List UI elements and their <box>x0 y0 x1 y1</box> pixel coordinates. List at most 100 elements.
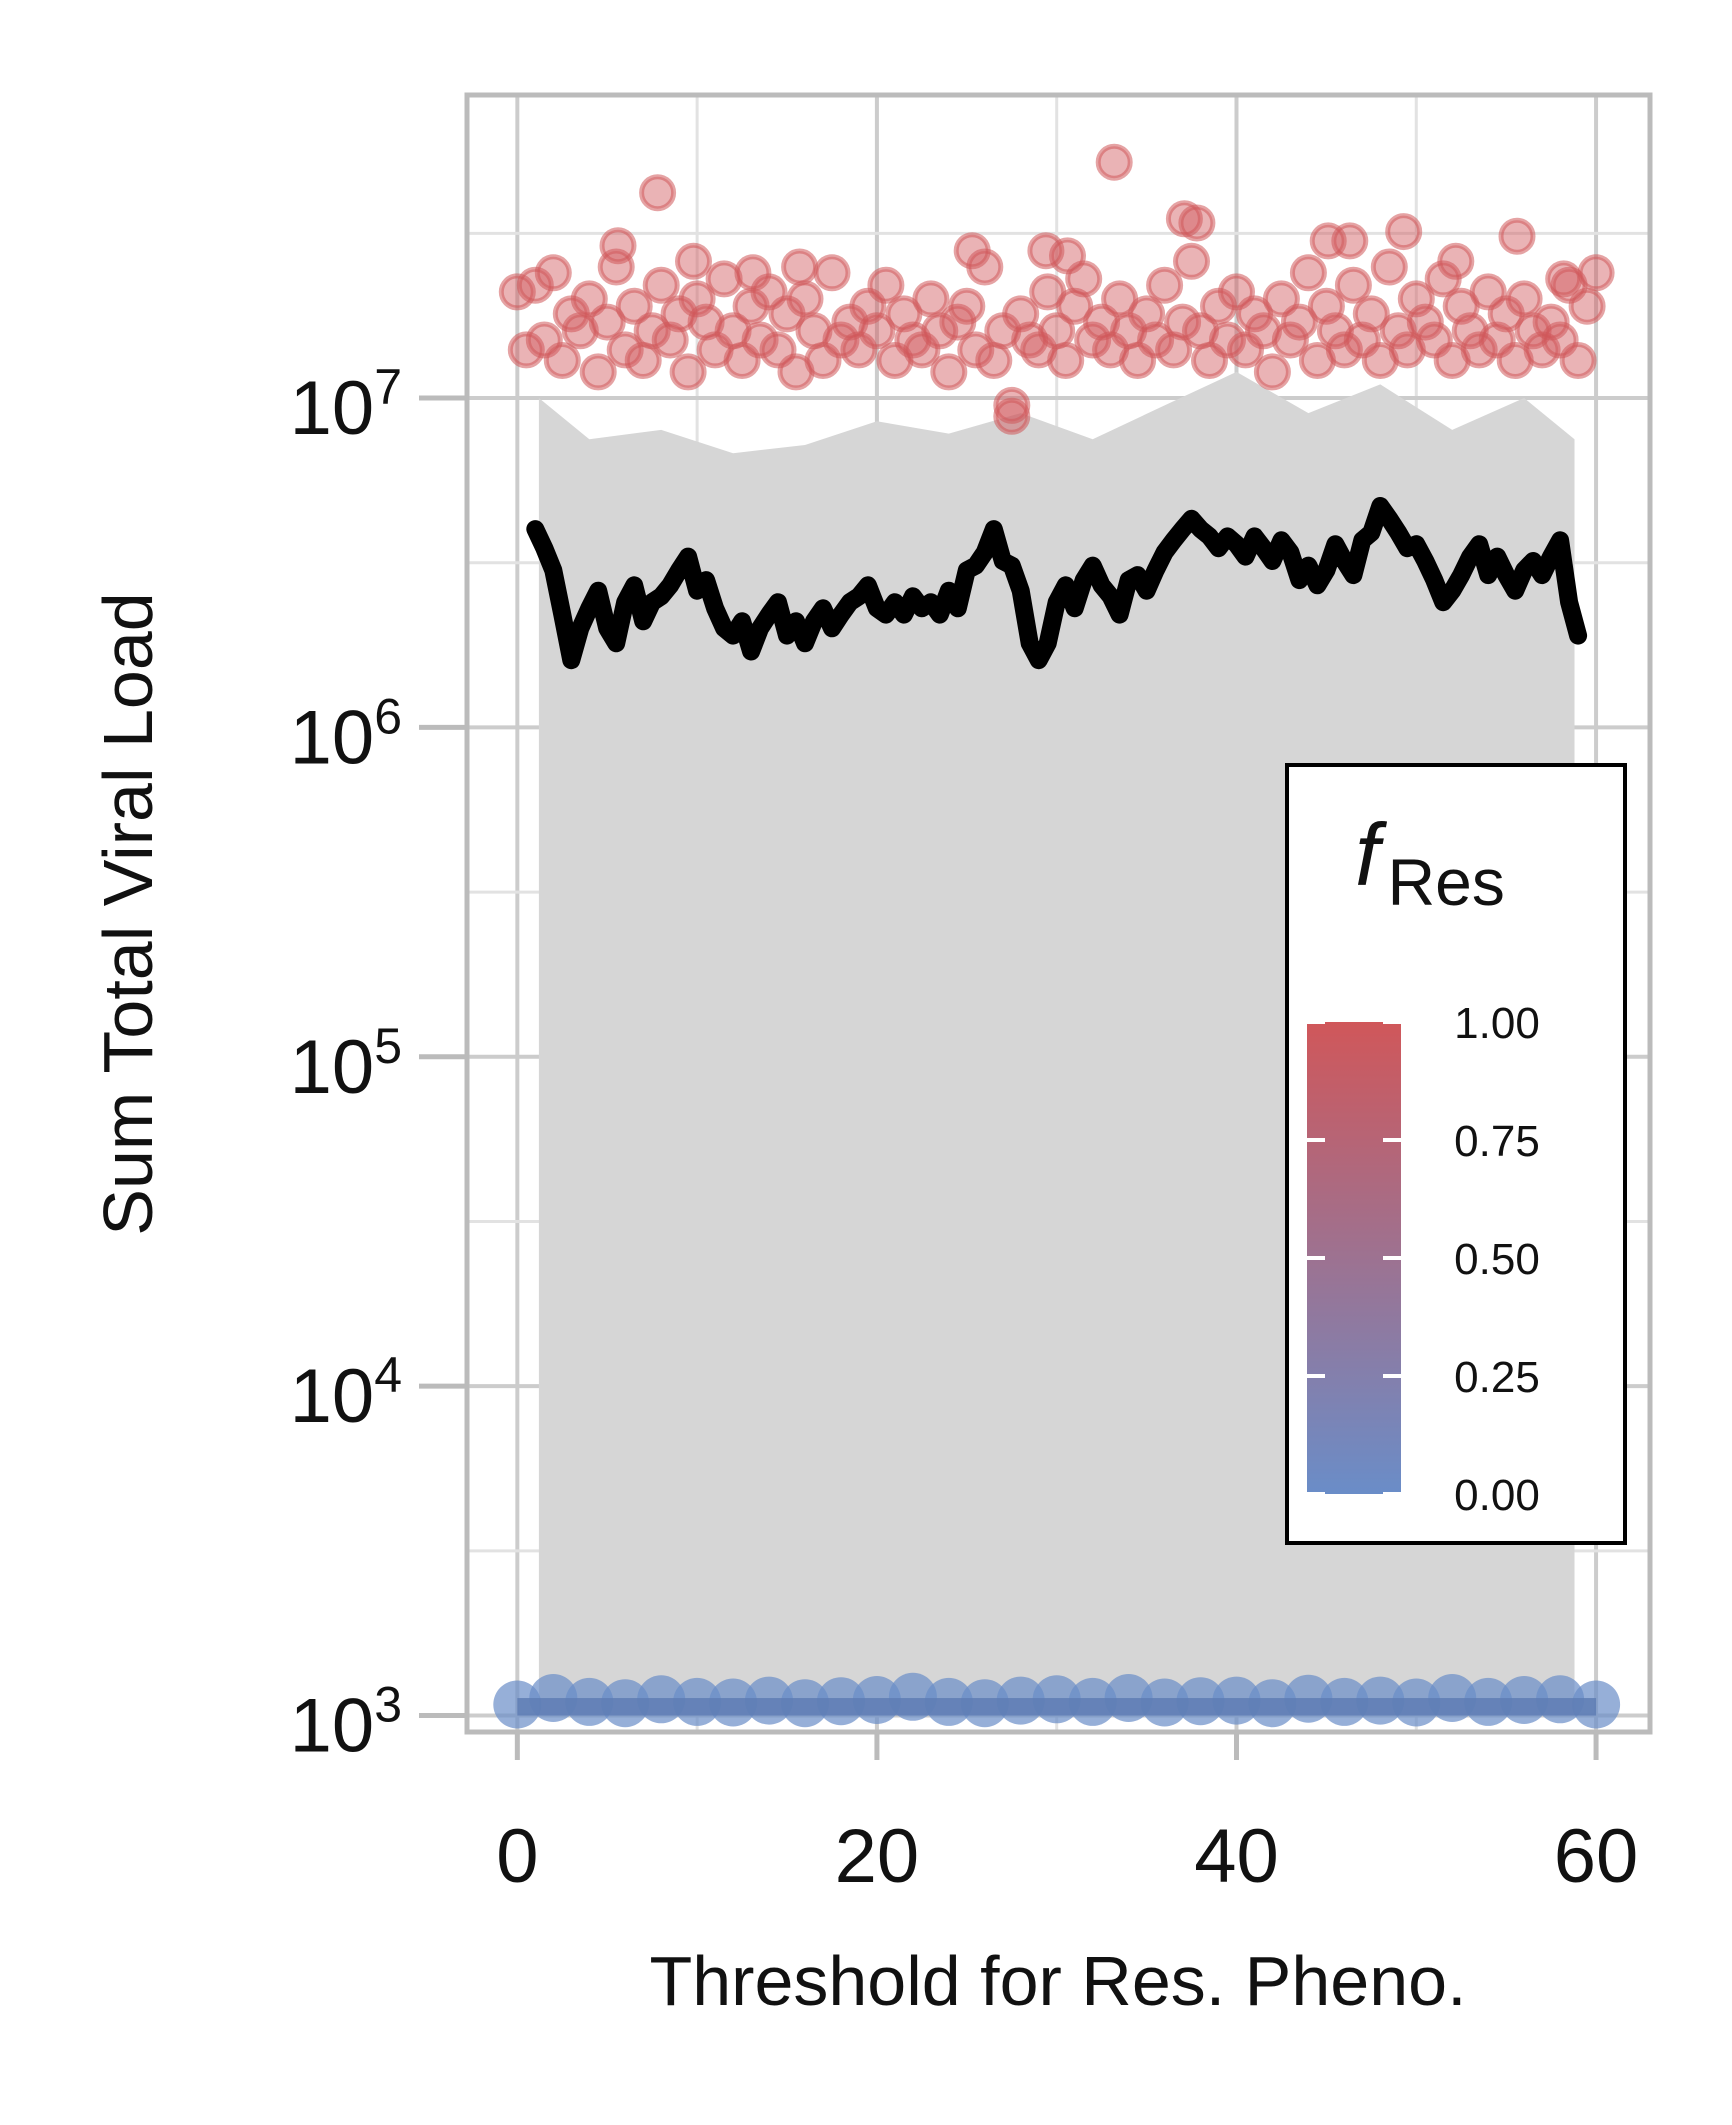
x-tick-label: 0 <box>496 1814 538 1899</box>
data-point-res-high <box>957 331 995 369</box>
data-point-res-high <box>1460 331 1498 369</box>
y-tick-label: 107 <box>290 359 402 451</box>
data-point-res-high <box>813 254 851 292</box>
data-point-res-high <box>1577 254 1615 292</box>
data-point-res-high <box>639 174 677 212</box>
data-point-res-high <box>1325 331 1363 369</box>
legend-tick-label: 0.75 <box>1454 1117 1540 1166</box>
data-point-res-high <box>1437 242 1475 280</box>
data-point-res-high <box>822 321 860 359</box>
legend-colorbar-ticks <box>1307 1020 1401 1496</box>
data-point-res-high <box>1385 213 1423 251</box>
data-point-res-high <box>534 254 572 292</box>
data-point-res-high <box>741 321 779 359</box>
data-point-res-high <box>669 353 707 391</box>
y-tick-base: 10 <box>290 695 375 780</box>
data-point-res-high <box>1253 353 1291 391</box>
data-point-res-high <box>1164 303 1202 341</box>
points-res-low <box>493 1672 1621 1729</box>
y-tick-base: 10 <box>290 1025 375 1110</box>
data-point-res-high <box>1209 321 1246 359</box>
data-point-res-high <box>786 280 824 318</box>
y-tick-labels: 103 104 105 106 107 <box>290 359 402 1769</box>
legend-tick-label: 0.00 <box>1454 1471 1540 1520</box>
x-axis-title: Threshold for Res. Pheno. <box>649 1942 1466 2020</box>
y-tick-base: 10 <box>290 1354 375 1439</box>
data-point-res-low <box>493 1680 542 1729</box>
data-point-res-high <box>1532 303 1570 341</box>
legend-tick-label: 0.25 <box>1454 1353 1540 1402</box>
y-tick-exponent: 5 <box>374 1018 402 1074</box>
data-point-res-high <box>1027 232 1065 270</box>
data-point-res-high <box>953 232 991 270</box>
legend: f Res 1.00 0.75 0.50 0.25 0.00 <box>1285 763 1627 1545</box>
data-point-res-high <box>507 331 545 369</box>
data-point-res-low <box>1572 1680 1621 1729</box>
res-low-strip <box>517 1698 1597 1716</box>
y-tick-exponent: 4 <box>374 1347 402 1403</box>
x-tick-label: 20 <box>835 1814 920 1899</box>
data-point-res-high <box>1137 321 1175 359</box>
data-point-res-high <box>930 353 968 391</box>
data-point-res-high <box>1498 217 1536 255</box>
y-tick-base: 10 <box>290 366 375 451</box>
data-point-res-high <box>948 287 986 325</box>
x-tick-labels: 0 20 40 60 <box>496 1814 1638 1899</box>
data-point-res-high <box>1352 295 1390 333</box>
y-tick-exponent: 3 <box>374 1677 402 1733</box>
data-point-res-high <box>921 312 959 350</box>
data-point-res-high <box>588 303 626 341</box>
data-point-res-high <box>579 353 617 391</box>
data-point-res-high <box>606 331 644 369</box>
y-tick-exponent: 6 <box>374 688 402 744</box>
data-point-res-high <box>642 266 680 304</box>
data-point-res-high <box>1178 204 1216 242</box>
data-point-res-high <box>975 342 1013 379</box>
x-tick-label: 60 <box>1554 1814 1639 1899</box>
data-point-res-high <box>1271 321 1309 359</box>
legend-title-subscript: Res <box>1387 845 1504 919</box>
legend-tick-label: 1.00 <box>1454 999 1540 1048</box>
median-line <box>526 497 1588 670</box>
y-tick-label: 106 <box>290 688 402 780</box>
data-point-res-high <box>633 312 671 350</box>
data-point-res-high <box>1505 280 1543 318</box>
y-tick-label: 104 <box>290 1347 402 1439</box>
y-tick-label: 103 <box>290 1677 402 1769</box>
data-point-res-high <box>1334 266 1372 304</box>
data-point-res-high <box>1280 303 1318 341</box>
y-tick-label: 105 <box>290 1018 402 1110</box>
data-point-res-high <box>993 386 1031 424</box>
y-tick-exponent: 7 <box>374 359 402 415</box>
data-point-res-high <box>1406 303 1444 341</box>
x-tick-label: 40 <box>1194 1814 1279 1899</box>
data-point-res-high <box>1309 222 1347 260</box>
axis-ticks <box>419 395 1599 1760</box>
data-point-res-high <box>1559 342 1597 379</box>
legend-tick-label: 0.50 <box>1454 1235 1540 1284</box>
plot-frame <box>464 92 1653 1735</box>
data-point-res-high <box>675 242 712 280</box>
y-tick-base: 10 <box>290 1684 375 1769</box>
data-point-res-high <box>543 342 581 379</box>
y-axis-title: Sum Total Viral Load <box>89 592 167 1235</box>
data-point-res-high <box>1095 143 1133 181</box>
data-point-res-high <box>1074 321 1112 359</box>
data-point-res-high <box>1047 342 1085 379</box>
points-res-high <box>498 143 1615 435</box>
data-point-res-high <box>1146 266 1184 304</box>
data-point-res-high <box>781 248 819 286</box>
data-point-res-high <box>867 266 905 304</box>
data-point-res-high <box>615 287 653 325</box>
data-point-res-high <box>993 397 1031 435</box>
data-point-res-high <box>734 254 772 292</box>
data-point-res-high <box>599 227 637 265</box>
data-point-res-high <box>912 280 950 318</box>
data-point-res-high <box>1545 260 1583 298</box>
data-point-res-high <box>1289 254 1327 292</box>
median-layer <box>526 497 1588 670</box>
data-point-res-high <box>1370 248 1408 286</box>
data-point-res-high <box>1173 242 1210 280</box>
data-point-res-high <box>858 312 896 350</box>
